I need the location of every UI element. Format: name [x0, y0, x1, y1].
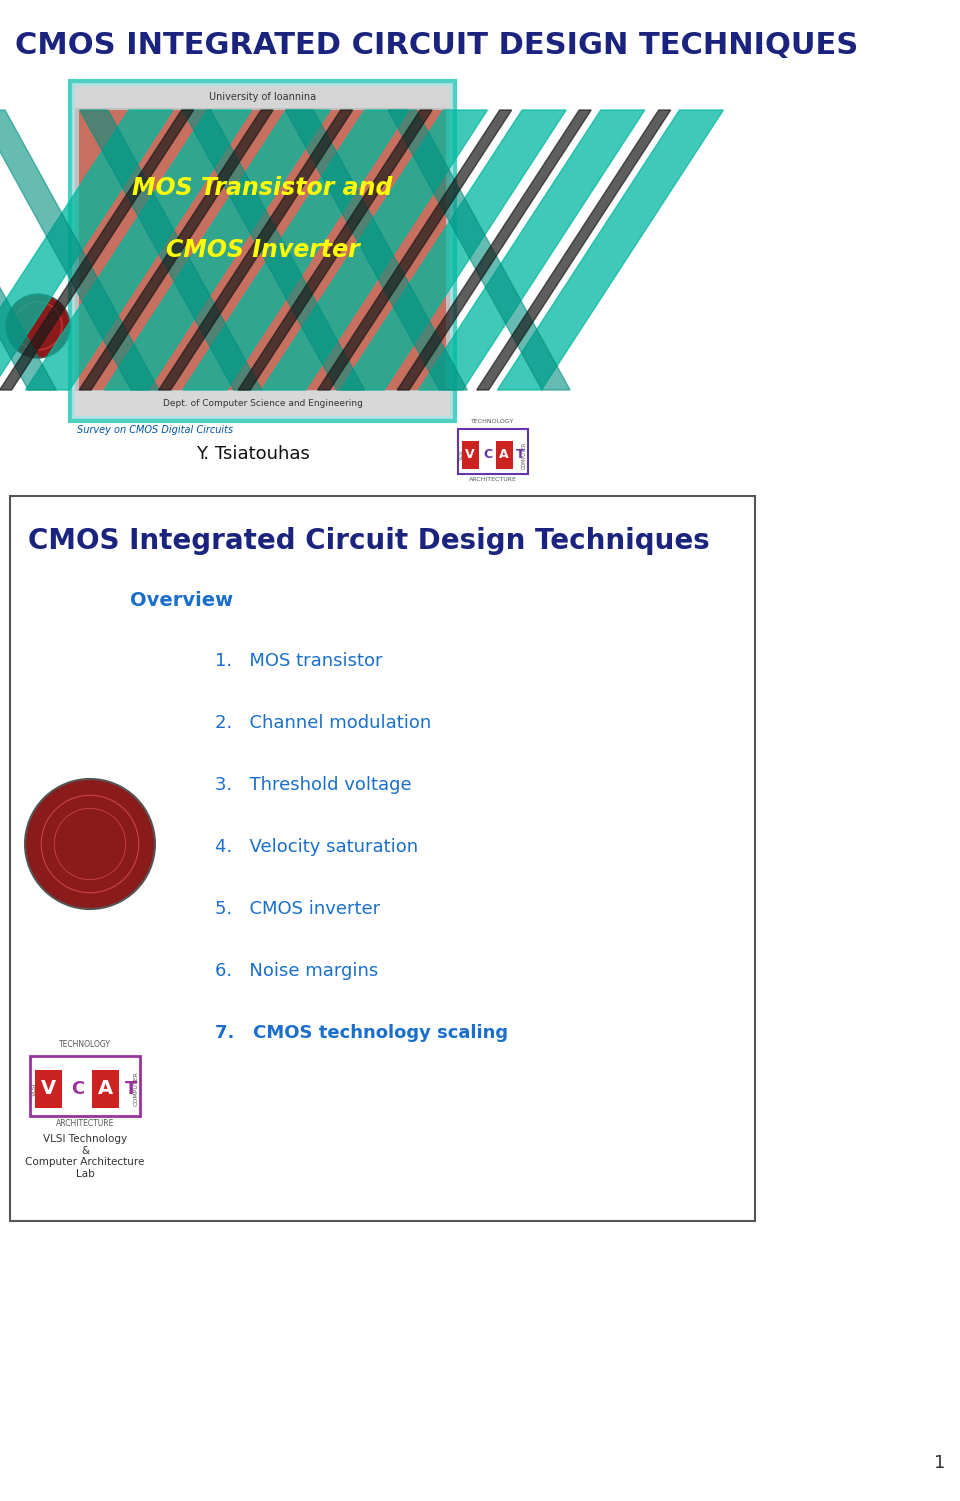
Polygon shape: [182, 110, 365, 390]
Polygon shape: [397, 110, 591, 390]
Text: ARCHITECTURE: ARCHITECTURE: [469, 477, 516, 482]
Text: A: A: [499, 449, 509, 461]
Circle shape: [25, 779, 155, 910]
Bar: [10, 495, 755, 1220]
Polygon shape: [26, 110, 252, 390]
Bar: [35, 1070, 62, 1108]
Text: T: T: [516, 449, 524, 461]
Text: COMPUTER: COMPUTER: [134, 1072, 139, 1106]
Text: 1: 1: [934, 1454, 945, 1472]
Text: C: C: [71, 1081, 84, 1099]
Text: 1.   MOS transistor: 1. MOS transistor: [215, 651, 382, 669]
Text: T: T: [125, 1081, 137, 1099]
Polygon shape: [318, 110, 512, 390]
Bar: [79, 110, 446, 390]
Text: COMPUTER: COMPUTER: [522, 441, 527, 468]
Polygon shape: [0, 110, 173, 390]
Polygon shape: [0, 110, 159, 390]
Text: VLSI: VLSI: [459, 450, 464, 461]
Polygon shape: [0, 110, 57, 390]
Text: V: V: [40, 1079, 56, 1099]
Text: VLSI Technology
&
Computer Architecture
Lab: VLSI Technology & Computer Architecture …: [25, 1133, 145, 1178]
Bar: [462, 441, 479, 468]
Bar: [75, 390, 450, 416]
Polygon shape: [261, 110, 488, 390]
Polygon shape: [497, 110, 724, 390]
Text: A: A: [97, 1079, 112, 1099]
Polygon shape: [238, 110, 432, 390]
Text: 5.   CMOS inverter: 5. CMOS inverter: [215, 901, 380, 919]
Text: VLSI: VLSI: [32, 1082, 37, 1096]
Circle shape: [6, 294, 70, 359]
Text: CMOS Integrated Circuit Design Techniques: CMOS Integrated Circuit Design Technique…: [28, 527, 709, 555]
Polygon shape: [0, 110, 194, 390]
Text: 6.   Noise margins: 6. Noise margins: [215, 962, 378, 980]
Text: CMOS INTEGRATED CIRCUIT DESIGN TECHNIQUES: CMOS INTEGRATED CIRCUIT DESIGN TECHNIQUE…: [15, 32, 858, 60]
Text: V: V: [466, 449, 475, 461]
Polygon shape: [477, 110, 671, 390]
Text: 2.   Channel modulation: 2. Channel modulation: [215, 714, 431, 732]
Text: 3.   Threshold voltage: 3. Threshold voltage: [215, 776, 412, 794]
Polygon shape: [388, 110, 570, 390]
Text: Y. Tsiatouhas: Y. Tsiatouhas: [196, 444, 309, 462]
Bar: [496, 441, 513, 468]
Polygon shape: [419, 110, 645, 390]
Text: 4.   Velocity saturation: 4. Velocity saturation: [215, 838, 419, 856]
Bar: [70, 81, 455, 420]
Polygon shape: [80, 110, 262, 390]
Bar: [458, 429, 528, 474]
Bar: [75, 86, 450, 108]
Text: ARCHITECTURE: ARCHITECTURE: [56, 1120, 114, 1127]
Text: Dept. of Computer Science and Engineering: Dept. of Computer Science and Engineerin…: [162, 399, 363, 408]
Text: University of Ioannina: University of Ioannina: [209, 92, 316, 102]
Polygon shape: [79, 110, 273, 390]
Polygon shape: [285, 110, 468, 390]
Text: TECHNOLOGY: TECHNOLOGY: [471, 419, 515, 423]
Text: CMOS Inverter: CMOS Inverter: [166, 239, 359, 263]
Polygon shape: [340, 110, 566, 390]
Text: TECHNOLOGY: TECHNOLOGY: [59, 1040, 111, 1049]
Bar: [30, 1057, 140, 1117]
Polygon shape: [158, 110, 352, 390]
Bar: [92, 1070, 119, 1108]
Text: MOS Transistor and: MOS Transistor and: [132, 177, 393, 201]
Polygon shape: [105, 110, 330, 390]
Text: Survey on CMOS Digital Circuits: Survey on CMOS Digital Circuits: [77, 425, 233, 435]
Text: C: C: [484, 449, 492, 461]
Text: Overview: Overview: [130, 591, 233, 611]
Text: 7.   CMOS technology scaling: 7. CMOS technology scaling: [215, 1024, 508, 1042]
Polygon shape: [182, 110, 409, 390]
Bar: [75, 86, 450, 416]
